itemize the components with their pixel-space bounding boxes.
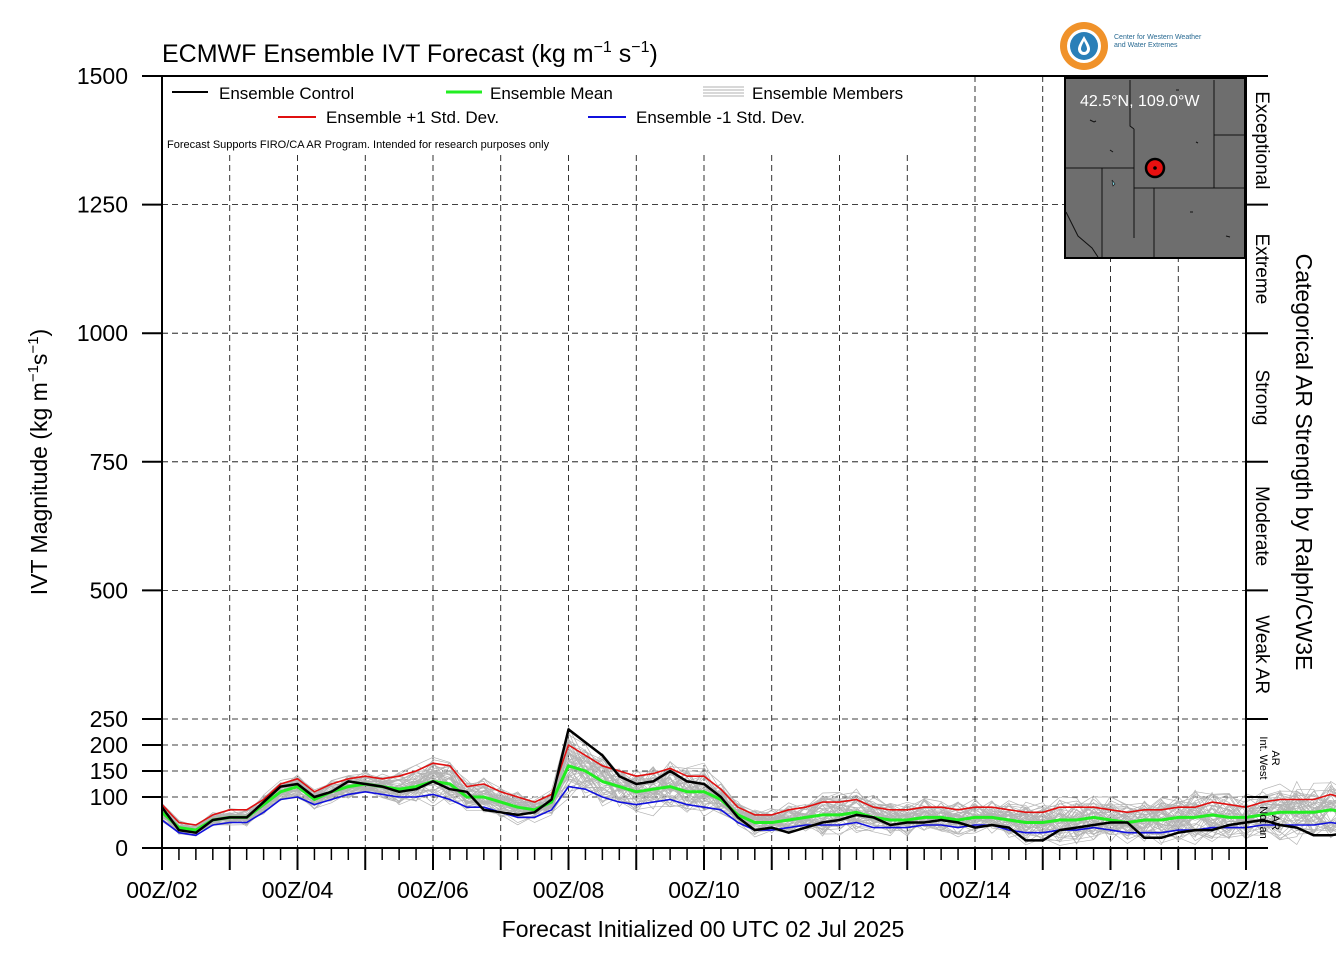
y-tick-label: 500 [90, 577, 128, 603]
legend-label-members: Ensemble Members [752, 84, 903, 103]
y-tick-label: 1000 [77, 320, 128, 346]
ensemble-member-line [161, 779, 1336, 836]
legend: Ensemble Control Ensemble Mean Ensemble … [167, 84, 903, 151]
x-tick-label: 00Z/16 [1075, 877, 1147, 903]
y-tick-label: 150 [90, 758, 128, 784]
y-axis-label: IVT Magnitude (kg m−1s−1) [25, 329, 52, 595]
legend-label-minus-std: Ensemble -1 Std. Dev. [636, 108, 805, 127]
y-tick-label: 1500 [77, 63, 128, 89]
ensemble-member-line [161, 771, 1336, 841]
legend-label-control: Ensemble Control [219, 84, 354, 103]
x-axis-ticks: 00Z/02 00Z/04 00Z/06 00Z/08 00Z/10 00Z/12 00Z/… [126, 848, 1282, 903]
y-tick-label: 750 [90, 449, 128, 475]
x-tick-label: 00Z/10 [668, 877, 740, 903]
category-label: Strong [1251, 370, 1272, 426]
right-axis-label: Categorical AR Strength by Ralph/CW3E [1291, 254, 1317, 671]
ensemble-member-line [161, 726, 1336, 827]
location-map: 42.5°N, 109.0°W [1064, 77, 1246, 259]
chart-title: ECMWF Ensemble IVT Forecast (kg m−1 s−1) [162, 39, 658, 68]
ensemble-member-line [161, 734, 1336, 827]
ensemble-member-line [161, 755, 1336, 832]
ensemble-member-line [161, 772, 1336, 839]
location-label: 42.5°N, 109.0°W [1080, 93, 1200, 110]
cw3e-logo [1058, 20, 1238, 72]
x-tick-label: 00Z/08 [533, 877, 605, 903]
category-label: Exceptional [1251, 91, 1272, 189]
x-tick-label: 00Z/04 [262, 877, 334, 903]
research-note: Forecast Supports FIRO/CA AR Program. In… [167, 139, 550, 151]
y-tick-label: 250 [90, 706, 128, 732]
logo-text: Center for Western Weather and Water Ext… [1114, 34, 1202, 49]
y-tick-label: 200 [90, 732, 128, 758]
x-tick-label: 00Z/18 [1210, 877, 1282, 903]
category-label: Extreme [1251, 234, 1272, 305]
category-label: Weak AR [1251, 615, 1272, 694]
x-tick-label: 00Z/12 [804, 877, 876, 903]
legend-label-plus-std: Ensemble +1 Std. Dev. [326, 108, 499, 127]
x-axis-label: Forecast Initialized 00 UTC 02 Jul 2025 [502, 916, 905, 942]
grid-lines [162, 76, 1246, 848]
category-label: AR [1269, 750, 1281, 765]
category-label: Moderate [1251, 486, 1272, 566]
y-tick-label: 1250 [77, 192, 128, 218]
category-label: Int. West [1257, 736, 1269, 779]
legend-label-mean: Ensemble Mean [490, 84, 613, 103]
category-label: AR [1269, 815, 1281, 830]
x-tick-label: 00Z/02 [126, 877, 198, 903]
cw3e-logo-icon [1060, 22, 1108, 70]
y-tick-label: 100 [90, 784, 128, 810]
category-label: Not an [1257, 806, 1269, 838]
x-tick-label: 00Z/14 [939, 877, 1011, 903]
series-line-plus-std [161, 744, 1336, 826]
y-tick-label: 0 [115, 835, 128, 861]
x-tick-label: 00Z/06 [397, 877, 469, 903]
